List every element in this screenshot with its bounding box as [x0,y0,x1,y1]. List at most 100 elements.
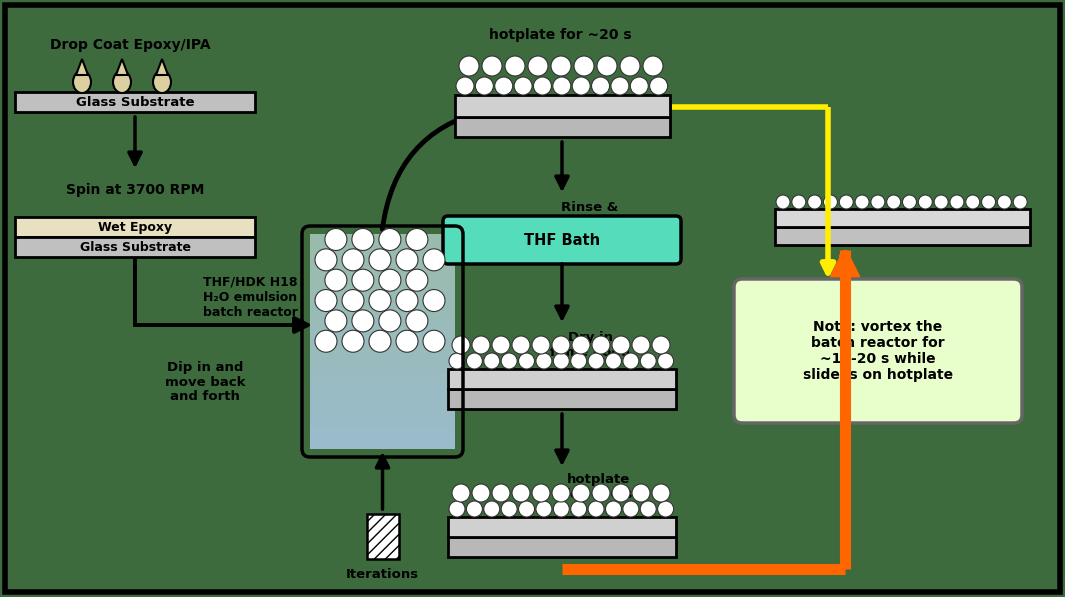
Ellipse shape [73,71,91,93]
Text: Glass Substrate: Glass Substrate [80,241,191,254]
FancyBboxPatch shape [310,256,455,266]
Circle shape [887,195,901,209]
Bar [366,514,398,559]
Circle shape [482,56,502,76]
Text: Wet Epoxy: Wet Epoxy [98,220,173,233]
FancyBboxPatch shape [310,417,455,427]
Circle shape [423,249,445,271]
Circle shape [855,195,869,209]
Circle shape [640,353,656,369]
Bar [455,117,670,137]
Circle shape [368,330,391,352]
Circle shape [368,290,391,312]
FancyBboxPatch shape [310,438,455,449]
Circle shape [342,249,364,271]
Circle shape [588,501,604,517]
Text: Spin at 3700 RPM: Spin at 3700 RPM [66,183,204,197]
Polygon shape [76,59,88,75]
Bar [448,369,676,389]
FancyBboxPatch shape [310,331,455,341]
Circle shape [632,484,650,502]
Text: THF/HDK H18
H₂O emulsion
batch reactor: THF/HDK H18 H₂O emulsion batch reactor [202,275,297,319]
Circle shape [623,353,639,369]
Circle shape [623,501,639,517]
Circle shape [512,484,530,502]
Text: Iterations: Iterations [346,568,419,581]
Bar [15,92,255,112]
Circle shape [630,77,649,95]
FancyBboxPatch shape [310,234,455,245]
Circle shape [532,336,550,354]
Circle shape [620,56,640,76]
Circle shape [484,501,499,517]
FancyBboxPatch shape [310,320,455,331]
Circle shape [823,195,837,209]
Circle shape [514,77,532,95]
FancyBboxPatch shape [310,374,455,384]
FancyBboxPatch shape [310,309,455,320]
Bar [775,227,1030,245]
Circle shape [406,229,428,251]
Circle shape [551,56,571,76]
Circle shape [592,484,610,502]
Bar [448,537,676,557]
Circle shape [652,336,670,354]
Circle shape [574,56,594,76]
Circle shape [368,249,391,271]
Circle shape [484,353,499,369]
Circle shape [459,56,479,76]
Text: Dry in
fume hood: Dry in fume hood [550,331,630,359]
Circle shape [571,501,587,517]
FancyBboxPatch shape [310,266,455,277]
Text: Dip in and
move back
and forth: Dip in and move back and forth [165,361,245,404]
Circle shape [315,290,337,312]
Bar [15,217,255,237]
FancyBboxPatch shape [310,341,455,352]
Text: Note: vortex the
batch reactor for
~10-20 s while
slide is on hotplate: Note: vortex the batch reactor for ~10-2… [803,320,953,382]
Circle shape [342,330,364,352]
Circle shape [606,501,622,517]
Circle shape [315,249,337,271]
Bar [448,389,676,409]
Bar [15,237,255,257]
Circle shape [532,484,550,502]
Circle shape [807,195,821,209]
Text: Rinse &
Press: Rinse & Press [561,201,619,229]
Circle shape [612,336,630,354]
Circle shape [519,501,535,517]
Circle shape [552,484,570,502]
Circle shape [536,353,552,369]
Circle shape [406,269,428,291]
Circle shape [776,195,790,209]
Text: THF Bath: THF Bath [524,232,600,248]
Circle shape [552,336,570,354]
Circle shape [606,353,622,369]
Circle shape [495,77,512,95]
FancyBboxPatch shape [310,288,455,298]
Circle shape [534,77,552,95]
Circle shape [554,353,570,369]
Circle shape [571,353,587,369]
Circle shape [650,77,668,95]
Circle shape [315,330,337,352]
FancyBboxPatch shape [310,363,455,374]
Ellipse shape [113,71,131,93]
Text: If all iterations are
complete, cure
on hotplate for
20+ minutes: If all iterations are complete, cure on … [889,333,1020,391]
Circle shape [449,353,465,369]
Circle shape [536,501,552,517]
Circle shape [611,77,629,95]
Circle shape [452,336,470,354]
Text: hotplate
for ~60 s: hotplate for ~60 s [563,473,633,501]
FancyBboxPatch shape [310,427,455,438]
Circle shape [423,290,445,312]
FancyBboxPatch shape [310,395,455,406]
Circle shape [657,501,674,517]
Circle shape [918,195,932,209]
Text: hotplate for ~20 s: hotplate for ~20 s [489,28,632,42]
Circle shape [502,501,518,517]
Circle shape [502,353,518,369]
Circle shape [554,501,570,517]
Circle shape [871,195,885,209]
Circle shape [572,77,590,95]
Circle shape [472,484,490,502]
